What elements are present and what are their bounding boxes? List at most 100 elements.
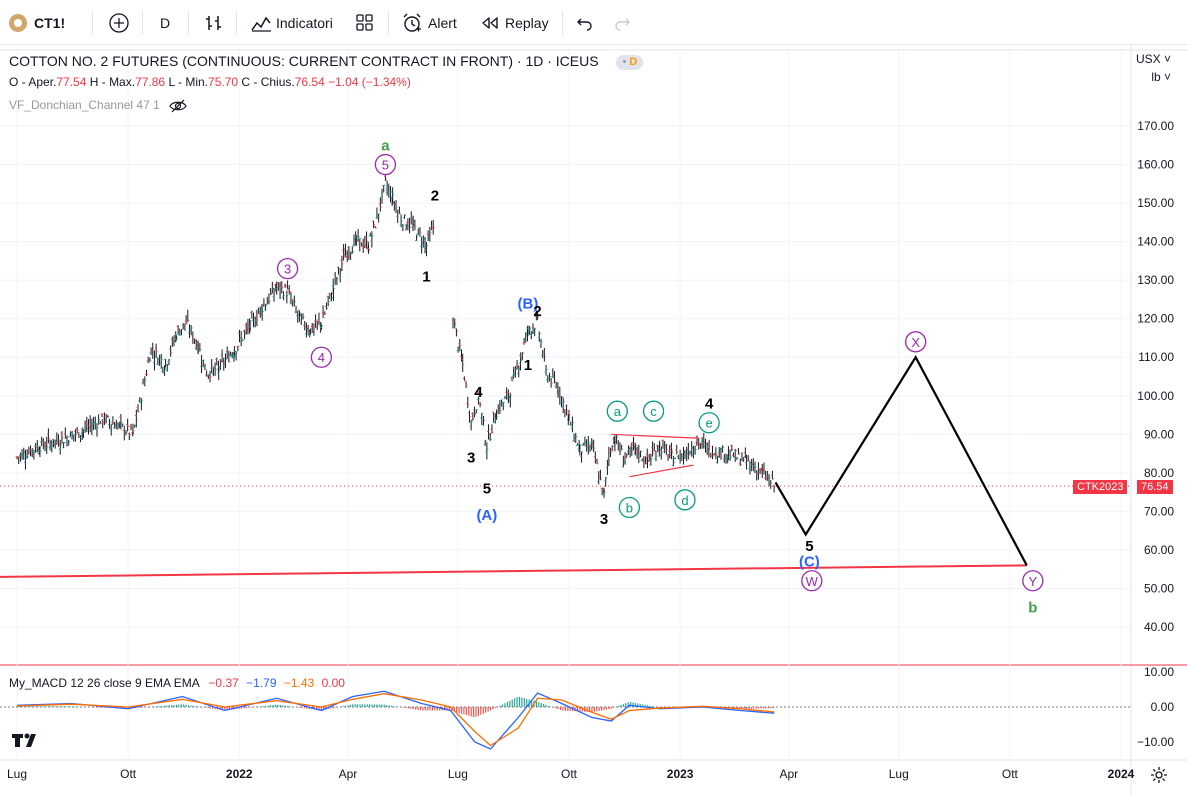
redo-icon (615, 18, 630, 31)
price-tick-label: 120.00 (1137, 312, 1174, 326)
interval-button[interactable]: D (160, 0, 170, 45)
templates-button[interactable] (355, 0, 375, 45)
chart-title: COTTON NO. 2 FUTURES (CONTINUOUS: CURREN… (9, 53, 644, 70)
wave-label-circle (698, 412, 720, 434)
symbol-label: CT1! (34, 14, 66, 31)
macd-tick-label: 0.00 (1151, 700, 1175, 714)
time-tick-label: Apr (779, 767, 798, 781)
wave-label: (A) (476, 507, 497, 524)
plus-circle-icon (109, 12, 129, 33)
close-label: C - Chius. (241, 75, 295, 89)
close-value: 76.54 (294, 75, 325, 89)
wave-label: (C) (799, 553, 820, 570)
unit-select[interactable]: lb ˅ (1151, 70, 1171, 84)
price-tick-label: 90.00 (1144, 427, 1174, 441)
triangle-lower-line (629, 464, 694, 478)
price-tick-label: 170.00 (1137, 119, 1174, 133)
symbol-description: COTTON NO. 2 FUTURES (CONTINUOUS: CURREN… (9, 53, 599, 69)
alert-label: Alert (428, 14, 457, 31)
wave-label: 4 (705, 395, 714, 412)
indicator-name: VF_Donchian_Channel 47 1 (9, 98, 160, 112)
time-tick-label: Apr (339, 767, 358, 781)
time-tick-label: 2022 (226, 767, 253, 781)
wave-label: (B) (518, 295, 539, 312)
high-label: H - Max. (89, 75, 136, 89)
grid-icon (356, 13, 373, 31)
tv-logo-icon (12, 733, 36, 747)
time-tick-label: Lug (7, 767, 27, 781)
last-price-badge: 76.54 (1137, 480, 1173, 494)
signal-line (16, 693, 775, 747)
wave-label: 4 (474, 384, 483, 401)
interval-label: D (160, 14, 171, 31)
price-tick-label: 50.00 (1144, 581, 1174, 595)
indicator-legend[interactable]: VF_Donchian_Channel 47 1 (9, 98, 187, 113)
price-tick-label: 160.00 (1137, 158, 1174, 172)
wave-label: b (626, 501, 633, 516)
price-tick-label: 60.00 (1144, 543, 1174, 557)
indicators-label: Indicatori (276, 14, 333, 31)
macd-tick-label: 10.00 (1144, 665, 1174, 679)
wave-label: 3 (284, 262, 291, 277)
high-value: 77.86 (135, 75, 166, 89)
wave-label: e (705, 416, 712, 431)
support-trendline (0, 564, 1027, 578)
symbol-logo-icon (9, 13, 27, 32)
time-tick-label: Lug (889, 767, 909, 781)
indicators-button[interactable]: Indicatori (250, 0, 333, 45)
wave-label: 1 (422, 268, 430, 285)
wave-label-circle (642, 400, 665, 422)
wave-label: 3 (467, 449, 475, 466)
wave-projection-path (774, 355, 1028, 566)
ohlc-values: O - Aper.77.54 H - Max.77.86 L - Min.75.… (9, 75, 411, 89)
macd-tick-label: −10.00 (1137, 735, 1174, 749)
wave-label: 1 (524, 357, 532, 374)
undo-button[interactable] (575, 0, 595, 45)
undo-icon (577, 18, 592, 31)
price-tick-label: 70.00 (1144, 504, 1174, 518)
currency-label: USX (1135, 52, 1161, 66)
macd-value-4: 0.00 (321, 676, 345, 690)
price-tick-label: 110.00 (1138, 350, 1174, 364)
wave-label: Y (1028, 574, 1037, 589)
triangle-upper-line (611, 433, 698, 439)
low-value: 75.70 (208, 75, 239, 89)
low-label: L - Min. (168, 75, 209, 89)
currency-select[interactable]: USX ˅ (1136, 52, 1171, 66)
top-toolbar: CT1! D Indicatori Alert Replay (0, 0, 1187, 45)
wave-label: 2 (533, 303, 541, 320)
unit-label: lb (1151, 70, 1161, 84)
wave-label: 2 (431, 187, 439, 204)
price-tick-label: 40.00 (1144, 620, 1174, 634)
wave-label: W (806, 574, 819, 589)
price-chart[interactable]: 40.0050.0060.0070.0080.0090.00100.00110.… (0, 45, 1187, 795)
chart-type-button[interactable] (204, 0, 224, 45)
wave-label-circle (374, 153, 397, 176)
open-label: O - Aper. (9, 75, 57, 89)
wave-label-circle (801, 570, 823, 592)
wave-label: a (381, 137, 390, 154)
wave-label: 5 (382, 158, 389, 173)
wave-label-circle (674, 489, 696, 511)
wave-label: d (681, 493, 688, 508)
chevron-down-icon: ˅ (1160, 52, 1171, 66)
time-tick-label: Ott (561, 767, 578, 781)
price-tick-label: 150.00 (1137, 196, 1174, 210)
bars-icon (206, 15, 221, 30)
redo-button[interactable] (612, 0, 632, 45)
alert-button[interactable]: Alert (401, 0, 457, 45)
replay-button[interactable]: Replay (480, 0, 549, 45)
time-tick-label: 2024 (1108, 767, 1135, 781)
eye-off-icon[interactable] (169, 99, 187, 113)
symbol-search[interactable]: CT1! (8, 0, 65, 45)
open-value: 77.54 (56, 75, 87, 89)
wave-label: c (650, 404, 657, 419)
wave-label: 4 (318, 350, 325, 365)
tradingview-logo[interactable] (12, 732, 44, 753)
alarm-clock-icon (403, 13, 421, 32)
macd-legend[interactable]: My_MACD 12 26 close 9 EMA EMA −0.37 −1.7… (9, 676, 345, 690)
compare-button[interactable] (108, 0, 130, 45)
wave-label-circle (276, 257, 299, 280)
settings-button[interactable] (1150, 766, 1168, 789)
price-tick-label: 80.00 (1144, 466, 1174, 480)
